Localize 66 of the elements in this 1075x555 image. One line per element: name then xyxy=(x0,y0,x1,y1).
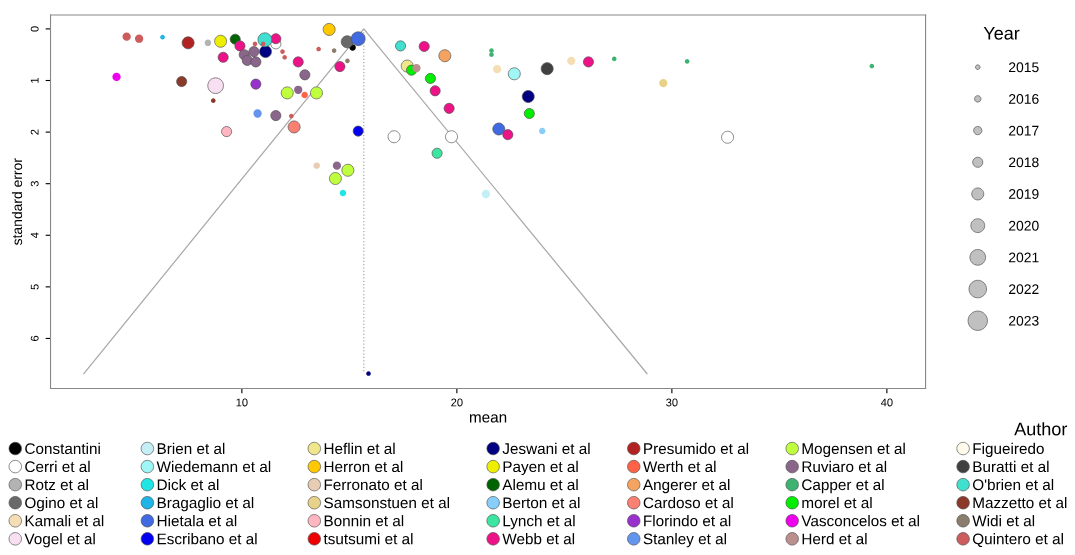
legend-label: Ogino et al xyxy=(25,497,98,512)
legend-label: Presumido et al xyxy=(644,442,749,455)
legend-label: 2022 xyxy=(1009,284,1039,295)
legend-label: tsutsumi et al xyxy=(323,533,413,545)
legend-label: O'brien et al xyxy=(972,478,1054,491)
legend-label: Herron et al xyxy=(324,460,403,473)
legend-label: Cerri et al xyxy=(25,460,90,473)
legend-label: Lynch et al xyxy=(503,515,575,530)
legend-label: Wiedemann et al xyxy=(156,460,271,473)
text: Year xyxy=(983,27,1020,40)
y-tick-label: 6 xyxy=(30,335,39,341)
legend-label: Ferronato et al xyxy=(324,478,422,491)
legend-label: Buratti et al xyxy=(973,460,1049,473)
legend-label: Florindo et al xyxy=(644,515,731,527)
legend-label: morel et al xyxy=(802,497,872,509)
legend-label: Escribano et al xyxy=(157,533,257,545)
y-tick-label: 5 xyxy=(30,284,39,290)
legend-label: 2020 xyxy=(1009,220,1039,231)
x-tick-label: 20 xyxy=(451,398,463,407)
legend-label: 2016 xyxy=(1009,94,1039,104)
legend-label: 2019 xyxy=(1009,189,1039,199)
legend-label: Stanley et al xyxy=(643,533,726,548)
x-tick-label: 40 xyxy=(880,398,893,407)
legend-label: Widi et al xyxy=(972,515,1035,527)
legend-label: Heflin et al xyxy=(324,442,395,455)
legend-label: Vogel et al xyxy=(24,533,95,548)
legend-title: Author xyxy=(1014,422,1068,436)
y-tick-label: 0 xyxy=(30,26,39,32)
legend-label: Constantini xyxy=(25,442,100,455)
legend-label: Vasconcelos et al xyxy=(801,515,919,527)
legend-label: Hietala et al xyxy=(157,515,237,527)
x-axis-title: mean xyxy=(469,414,507,423)
legend-label: Quintero et al xyxy=(972,533,1063,548)
legend-label: Bragaglio et al xyxy=(157,497,254,512)
legend-label: Cardoso et al xyxy=(643,497,733,509)
legend-label: Dick et al xyxy=(157,478,219,491)
legend-label: Samsonstuen et al xyxy=(324,497,450,509)
y-tick-label: 1 xyxy=(30,77,39,83)
legend-label: Jeswani et al xyxy=(502,442,590,455)
legend-label: Rotz et al xyxy=(25,478,88,491)
legend-label: Alemu et al xyxy=(502,478,578,491)
y-tick-label: 2 xyxy=(30,129,39,135)
legend-label: Brien et al xyxy=(157,442,225,455)
legend-label: Webb et al xyxy=(502,533,575,545)
legend-label: Kamali et al xyxy=(25,515,104,527)
legend-label: Berton et al xyxy=(503,497,580,509)
legend-label: 2023 xyxy=(1009,315,1039,326)
legend-label: 2018 xyxy=(1009,157,1039,168)
legend-label: 2021 xyxy=(1009,252,1039,263)
legend-label: Herd et al xyxy=(802,533,867,545)
legend-label: Ruviaro et al xyxy=(802,460,887,473)
legend-label: Capper et al xyxy=(802,478,884,494)
y-tick-label: 4 xyxy=(30,232,39,239)
y-tick-label: 3 xyxy=(30,181,39,187)
legend-label: Mogensen et al xyxy=(802,442,905,458)
legend-label: Angerer et al xyxy=(642,478,730,494)
legend-label: 2015 xyxy=(1009,62,1039,73)
x-tick-label: 10 xyxy=(236,398,248,407)
y-axis-title: standard error xyxy=(11,158,23,245)
legend-label: Bonnin et al xyxy=(324,515,404,527)
legend-label: 2017 xyxy=(1009,125,1039,136)
legend-label: Mazzetto et al xyxy=(973,497,1067,509)
x-tick-label: 30 xyxy=(666,398,678,407)
legend-label: Figueiredo xyxy=(973,442,1044,458)
legend-label: Payen et al xyxy=(503,460,578,476)
legend-label: Werth et al xyxy=(642,460,716,473)
